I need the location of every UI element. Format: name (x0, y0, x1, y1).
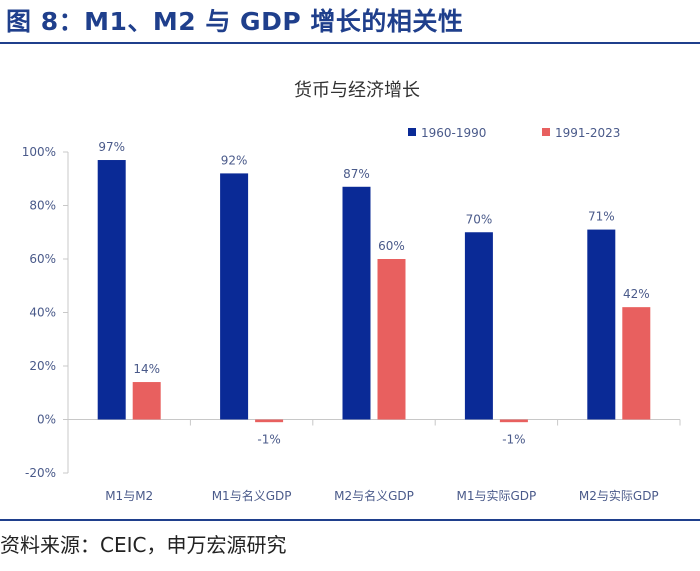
y-axis: -20% 0% 20% 40% 60% 80% 100% (22, 145, 69, 480)
x-axis: M1与M2 M1与名义GDP M2与名义GDP M1与实际GDP M2与实际GDP (67, 419, 681, 503)
data-label: 92% (221, 153, 248, 167)
y-tick-label: 0% (37, 413, 56, 427)
data-label: 60% (378, 239, 405, 253)
bar (464, 232, 493, 420)
bar (220, 173, 249, 420)
y-tick-label: 80% (29, 199, 56, 213)
bar (132, 382, 161, 420)
source-rule (0, 519, 700, 521)
data-label: 42% (623, 287, 650, 301)
figure-title: 图 8：M1、M2 与 GDP 增长的相关性 (6, 7, 464, 36)
bar (377, 259, 406, 420)
legend-label: 1991-2023 (555, 126, 620, 140)
x-tick-label: M1与名义GDP (212, 488, 292, 503)
data-label: 97% (98, 140, 125, 154)
bar (587, 229, 616, 420)
data-label: -1% (502, 433, 525, 447)
data-label: 70% (466, 212, 493, 226)
data-label: 14% (133, 362, 160, 376)
title-rule (0, 42, 700, 44)
chart-title: 货币与经济增长 (294, 80, 420, 101)
y-tick-label: -20% (25, 466, 56, 480)
data-label: 71% (588, 210, 615, 224)
x-tick-label: M1与M2 (105, 489, 153, 503)
bar (499, 419, 528, 423)
legend-swatch (542, 128, 550, 136)
y-tick-label: 20% (29, 359, 56, 373)
source-note: 资料来源：CEIC，申万宏源研究 (0, 533, 287, 557)
bar-chart: 货币与经济增长 1960-1990 1991-2023 -20% 0% 20% 40% 6… (22, 80, 681, 503)
y-tick-label: 60% (29, 252, 56, 266)
data-label: -1% (257, 433, 280, 447)
bars (97, 160, 651, 423)
bar (97, 160, 126, 420)
value-labels: 97% 92% 87% 70% 71% 14% -1% 60% -1% 42% (98, 140, 649, 446)
x-tick-label: M2与名义GDP (334, 488, 414, 503)
x-tick-label: M2与实际GDP (579, 488, 659, 503)
data-label: 87% (343, 167, 370, 181)
y-tick-label: 100% (22, 145, 56, 159)
x-tick-label: M1与实际GDP (457, 488, 537, 503)
y-tick-label: 40% (29, 306, 56, 320)
bar (342, 186, 371, 420)
legend: 1960-1990 1991-2023 (408, 126, 620, 140)
bar (255, 419, 284, 423)
bar (622, 307, 651, 420)
legend-label: 1960-1990 (421, 126, 486, 140)
legend-swatch (408, 128, 416, 136)
